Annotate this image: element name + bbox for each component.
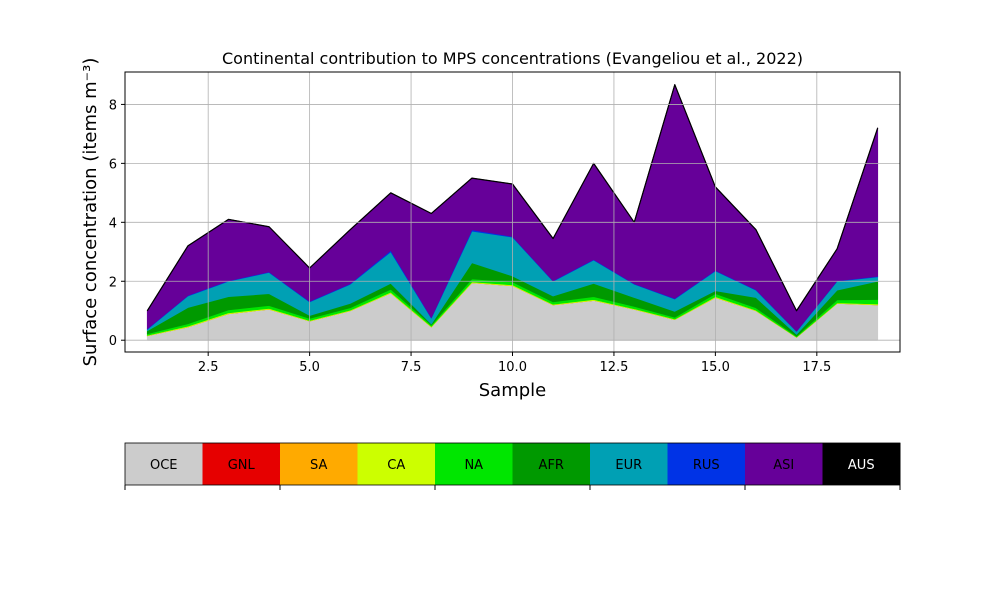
legend-swatch-ca <box>357 443 436 485</box>
x-tick-label: 10.0 <box>498 360 527 375</box>
x-tick-label: 7.5 <box>401 360 422 375</box>
grid-group <box>125 72 900 352</box>
x-tick-label: 15.0 <box>701 360 730 375</box>
colorbar-frame <box>124 442 901 486</box>
x-axis-label: Sample <box>479 380 547 401</box>
y-tick-label: 0 <box>109 334 117 349</box>
y-tick-label: 2 <box>109 275 117 290</box>
legend-swatch-rus <box>667 443 746 485</box>
legend-swatch-asi <box>745 443 823 485</box>
legend-label-ca: CA <box>387 458 405 473</box>
legend-label-sa: SA <box>310 458 327 473</box>
y-axis-label: Surface concentration (items m⁻³) <box>80 58 101 367</box>
colorbar-legend: OCE GNL SA CA NA AFR EUR RUS ASI AUS <box>124 442 901 490</box>
y-tick-label: 8 <box>109 98 117 113</box>
legend-label-eur: EUR <box>615 458 642 473</box>
legend-label-asi: ASI <box>773 458 794 473</box>
legend-label-afr: AFR <box>539 458 564 473</box>
y-tick-label: 6 <box>109 157 117 172</box>
y-tick-label: 4 <box>109 216 117 231</box>
legend-label-rus: RUS <box>693 458 720 473</box>
legend-label-na: NA <box>464 458 483 473</box>
legend-swatch-eur <box>590 443 668 485</box>
legend-swatch-afr <box>512 443 591 485</box>
legend-swatch-na <box>435 443 513 485</box>
legend-swatch-aus <box>822 443 901 485</box>
x-tick-label: 2.5 <box>198 360 219 375</box>
x-tick-label: 5.0 <box>299 360 320 375</box>
legend-label-oce: OCE <box>150 458 178 473</box>
legend-swatch-sa <box>280 443 358 485</box>
chart-title: Continental contribution to MPS concentr… <box>222 49 803 68</box>
legend-swatch-gnl <box>202 443 281 485</box>
legend-swatch-oce <box>125 443 203 485</box>
legend-label-gnl: GNL <box>228 458 256 473</box>
legend-label-aus: AUS <box>848 458 875 473</box>
x-tick-label: 12.5 <box>599 360 628 375</box>
x-tick-label: 17.5 <box>802 360 831 375</box>
